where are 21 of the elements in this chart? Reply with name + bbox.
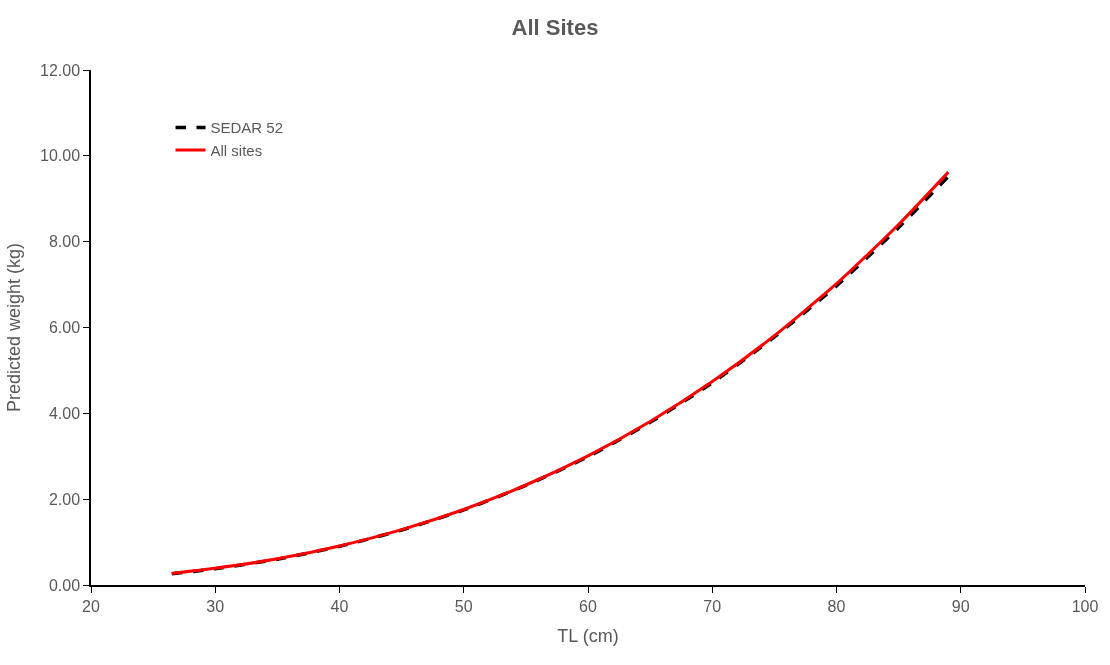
x-axis-title: TL (cm) [557, 625, 619, 646]
y-tick-label: 0.00 [48, 576, 81, 594]
legend-label: All sites [210, 141, 263, 159]
legend-label: SEDAR 52 [210, 119, 284, 137]
x-tick-label: 40 [330, 597, 349, 615]
y-tick-label: 10.00 [40, 147, 81, 165]
x-tick-label: 70 [703, 597, 722, 615]
y-tick-label: 4.00 [48, 404, 81, 422]
y-tick-label: 6.00 [48, 319, 81, 337]
y-axis-title: Predicted weight (kg) [3, 242, 24, 413]
x-tick-label: 90 [951, 597, 970, 615]
y-tick-label: 2.00 [48, 490, 81, 508]
y-tick-label: 12.00 [40, 61, 81, 79]
chart-title: All Sites [511, 15, 599, 41]
x-tick-label: 100 [1071, 597, 1099, 615]
x-tick-label: 80 [827, 597, 846, 615]
x-tick-label: 20 [82, 597, 100, 615]
x-tick-label: 30 [206, 597, 225, 615]
y-tick-label: 8.00 [48, 233, 81, 251]
x-tick-label: 60 [579, 597, 597, 615]
x-tick-label: 50 [454, 597, 473, 615]
